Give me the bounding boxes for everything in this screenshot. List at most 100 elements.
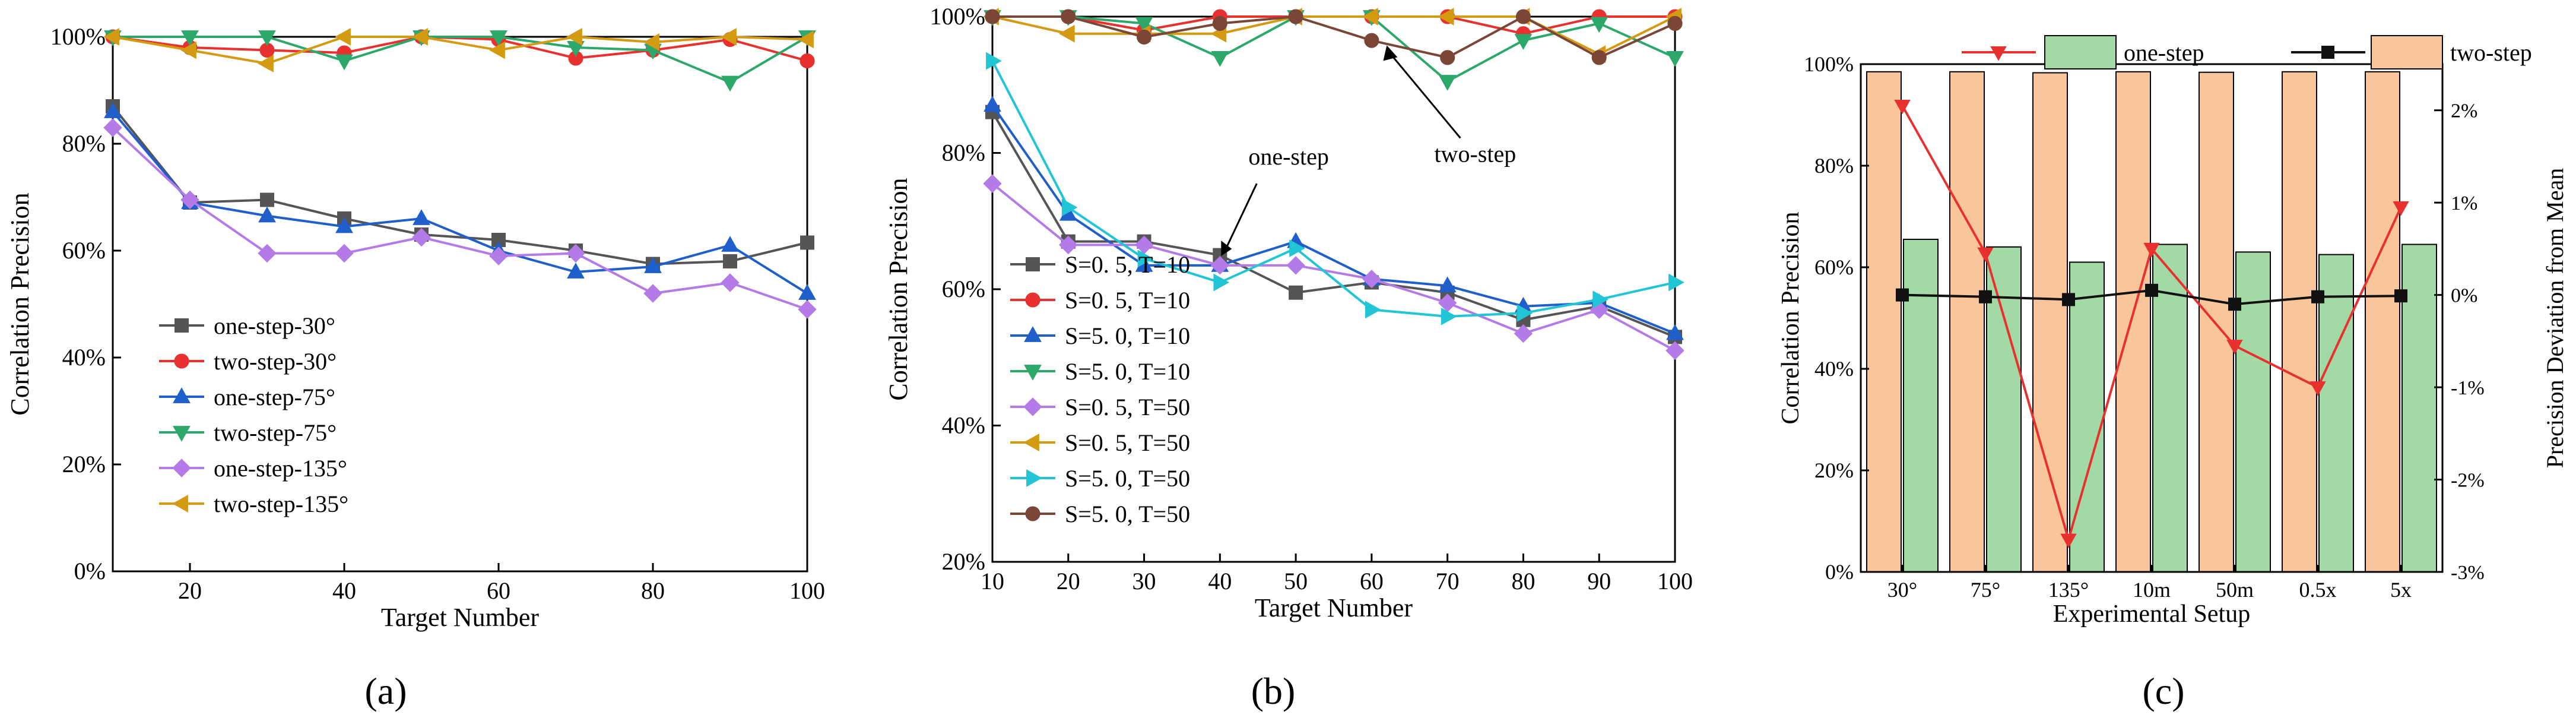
data-point: [260, 192, 274, 207]
data-point: [412, 28, 428, 46]
series-line: [992, 15, 1676, 83]
plot-frame: [1860, 63, 2444, 573]
bar-two-step: [1866, 71, 1902, 573]
data-point: [1514, 34, 1533, 50]
legend-marker: [1024, 365, 1042, 381]
data-point: [1362, 8, 1378, 26]
data-point: [1212, 15, 1227, 31]
data-point: [1592, 290, 1609, 309]
y-tick-label: 20%: [62, 451, 106, 477]
series-line: [112, 35, 808, 65]
data-point: [1061, 9, 1076, 24]
annotation-one-step: one-step: [1248, 143, 1329, 170]
data-point: [2062, 293, 2075, 306]
panel-label: (b): [1251, 670, 1296, 712]
data-point: [258, 244, 277, 263]
legend-marker: [1023, 397, 1042, 416]
data-point: [1666, 50, 1684, 67]
data-point: [335, 244, 354, 263]
data-point: [489, 246, 508, 265]
annotation-arrow: [1223, 183, 1258, 252]
data-point: [1213, 273, 1230, 292]
x-tick-label: 70: [1436, 568, 1460, 594]
x-tick-label: 80: [641, 577, 665, 604]
data-point: [567, 263, 585, 279]
data-point: [104, 102, 122, 118]
data-point: [798, 300, 817, 319]
series-line: [992, 15, 1676, 56]
data-point: [1058, 24, 1075, 43]
y2-tick-label: 0%: [2451, 285, 2477, 307]
data-point: [1896, 288, 1909, 302]
x-tick-label: 60: [1360, 568, 1384, 594]
legend-marker: [1024, 326, 1042, 342]
data-point: [2309, 381, 2326, 396]
data-point: [1211, 50, 1229, 67]
data-point: [1515, 9, 1531, 24]
legend-label: one-step-135°: [214, 455, 347, 482]
y-axis-title: Correlation Precision: [1777, 211, 1804, 424]
y-axis-title: Correlation Precision: [5, 192, 34, 415]
x-tick-label: 75°: [1971, 578, 2000, 602]
legend-label: one-step-30°: [214, 312, 335, 339]
data-point: [643, 284, 662, 303]
annotation-arrow: [1389, 53, 1461, 139]
legend-label: S=0. 5, T=50: [1065, 429, 1190, 456]
bar-one-step: [2069, 261, 2105, 573]
legend-swatch: [2371, 35, 2443, 69]
y-tick-label: 40%: [1814, 357, 1854, 381]
series-line: [112, 127, 808, 311]
y-tick-label: 20%: [942, 548, 985, 575]
legend-label: S=5. 0, T=10: [1065, 358, 1190, 385]
data-point: [798, 30, 814, 49]
legend-label: two-step-75°: [214, 419, 337, 446]
data-point: [721, 28, 737, 46]
data-point: [335, 217, 353, 233]
y2-tick-label: -1%: [2451, 377, 2485, 399]
data-point: [566, 28, 582, 46]
x-tick-label: 50m: [2216, 578, 2254, 602]
legend-marker: [175, 318, 189, 333]
bar-one-step: [1986, 246, 2022, 573]
data-point: [1289, 285, 1303, 300]
series-line: [112, 35, 808, 62]
data-point: [412, 227, 431, 247]
data-point: [489, 41, 505, 59]
legend-marker: [172, 495, 188, 513]
series-line: [991, 60, 1676, 318]
legend-label: S=5. 0, T=10: [1065, 322, 1190, 349]
y2-tick-label: 1%: [2451, 192, 2477, 214]
panel-label: (c): [2142, 670, 2184, 712]
x-tick-label: 5x: [2390, 578, 2412, 602]
legend-marker: [172, 458, 191, 477]
bar-two-step: [2365, 71, 2400, 573]
data-point: [1979, 290, 1992, 303]
data-point: [1137, 249, 1154, 268]
legend-marker: [173, 387, 191, 403]
x-tick-label: 30°: [1887, 578, 1917, 602]
data-point: [644, 257, 662, 273]
bar-two-step: [2199, 71, 2234, 573]
legend-label: S=5. 0, T=50: [1065, 501, 1190, 527]
data-point: [258, 206, 276, 223]
x-tick-label: 50: [1284, 568, 1308, 594]
x-tick-label: 100: [789, 577, 825, 604]
x-tick-label: 40: [332, 577, 356, 604]
y-tick-label: 100%: [1804, 52, 1854, 76]
data-point: [2226, 340, 2243, 355]
series-line: [991, 111, 1676, 339]
data-point: [1364, 33, 1379, 48]
legend-label: two-step: [2450, 39, 2532, 66]
data-point: [181, 30, 199, 46]
data-point: [721, 236, 739, 252]
bar-two-step: [2115, 71, 2151, 573]
x-tick-label: 20: [178, 577, 202, 604]
data-point: [1061, 198, 1078, 217]
panel-c-chart: 0% 20% 40% 60% 80% 100% -3% -2% -1% 0% 1% 2% 30° 75° 1…: [1777, 35, 2568, 712]
panel-a-chart: 0% 20% 40% 60% 80% 100% 20 40 60 80 100 Target Numb…: [5, 23, 825, 712]
data-point: [335, 54, 353, 71]
data-point: [986, 52, 1002, 70]
data-point: [180, 190, 199, 210]
data-point: [984, 96, 1001, 112]
